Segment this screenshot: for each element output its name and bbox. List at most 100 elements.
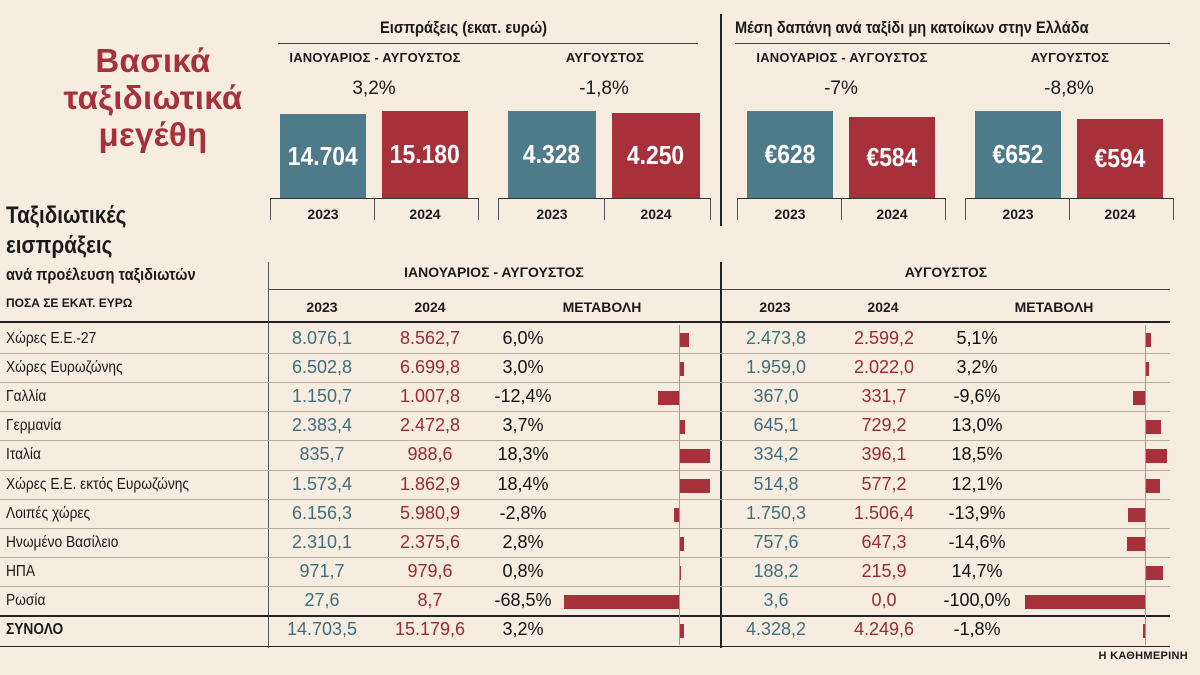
row-separator	[0, 470, 1170, 471]
value-2024-janaug: 1.862,9	[399, 474, 461, 494]
change-aug: 12,1%	[951, 474, 1003, 494]
value-2023-aug: 2.473,8	[745, 328, 807, 348]
change-bar-aug	[1145, 420, 1161, 434]
change-bar-aug	[1145, 333, 1151, 347]
panel-change-0: 3,2%	[352, 78, 396, 99]
value-2024-janaug: 15.179,6	[394, 619, 466, 639]
value-2023-aug: 188,2	[753, 561, 799, 581]
change-janaug: 3,0%	[502, 357, 544, 377]
change-bar-aug	[1025, 595, 1145, 609]
year-label: 2023	[307, 206, 339, 222]
value-2023-aug: 1.750,3	[745, 503, 807, 523]
period1-header: ΙΑΝΟΥΑΡΙΟΣ - ΑΥΓΟΥΣΤΟΣ	[404, 264, 584, 280]
value-2024-aug: 215,9	[861, 561, 907, 581]
change-aug: -9,6%	[953, 386, 1001, 406]
change-bar-janaug	[679, 624, 684, 638]
row-separator	[0, 586, 1170, 587]
panel-tick	[498, 198, 499, 220]
row-name: Χώρες Ε.Ε. εκτός Ευρωζώνης	[6, 476, 190, 493]
bar-label: €584	[866, 142, 918, 172]
col-2024-a: 2024	[414, 299, 446, 315]
row-name: ΗΠΑ	[6, 563, 36, 580]
year-label: 2023	[774, 206, 806, 222]
value-2023-janaug: 971,7	[299, 561, 345, 581]
change-aug: -100,0%	[943, 590, 1011, 610]
change-bar-janaug	[679, 420, 685, 434]
table-title: Ταξιδιωτικές εισπράξεις	[6, 201, 126, 261]
change-bar-aug	[1145, 449, 1167, 463]
bar-label: €652	[992, 139, 1044, 169]
change-bar-janaug	[564, 595, 679, 609]
value-2023-aug: 4.328,2	[745, 619, 807, 639]
value-2023-janaug: 8.076,1	[291, 328, 353, 348]
row-name: Ρωσία	[6, 592, 46, 609]
row-separator	[0, 440, 1170, 441]
value-2023-aug: 334,2	[753, 444, 799, 464]
value-2024-janaug: 8,7	[417, 590, 443, 610]
value-2023-aug: 367,0	[753, 386, 799, 406]
value-2023-janaug: 6.156,3	[291, 503, 353, 523]
change-janaug: 0,8%	[502, 561, 544, 581]
panel-change-3: -8,8%	[1044, 78, 1094, 99]
change-janaug: -12,4%	[494, 386, 552, 406]
row-name: Ιταλία	[6, 446, 41, 463]
value-2023-janaug: 1.573,4	[291, 474, 353, 494]
table-title-line2: εισπράξεις	[6, 232, 113, 259]
year-label: 2023	[1002, 206, 1034, 222]
table-subtitle: ανά προέλευση ταξιδιωτών	[6, 265, 196, 284]
panel-tick	[1173, 198, 1174, 220]
row-separator	[0, 382, 1170, 383]
value-2024-janaug: 1.007,8	[399, 386, 461, 406]
row-separator	[0, 411, 1170, 412]
row-separator	[0, 353, 1170, 354]
change-aug: 3,2%	[956, 357, 998, 377]
value-2024-janaug: 2.375,6	[399, 532, 461, 552]
bar-label: 14.704	[288, 140, 358, 171]
receipts-title-rule	[278, 43, 698, 44]
change-bar-janaug	[679, 479, 710, 493]
source-credit: Η ΚΑΘΗΜΕΡΙΝΗ	[1098, 650, 1188, 662]
spending-title: Μέση δαπάνη ανά ταξίδι μη κατοίκων στην …	[735, 18, 1089, 37]
panel-tick	[710, 198, 711, 220]
bar-receipts-0-2024: 15.180	[382, 111, 468, 198]
value-2024-janaug: 2.472,8	[399, 415, 461, 435]
panel-tick	[270, 198, 271, 220]
year-label: 2024	[640, 206, 672, 222]
name-col-divider	[268, 262, 269, 648]
value-2023-janaug: 2.310,1	[291, 532, 353, 552]
change-bar-aug	[1143, 624, 1145, 638]
change-bar-janaug	[679, 537, 684, 551]
value-2023-aug: 1.959,0	[745, 357, 807, 377]
header-rule	[0, 321, 1170, 323]
change-aug: -13,9%	[948, 503, 1006, 523]
value-2023-janaug: 27,6	[304, 590, 340, 610]
row-name: ΣΥΝΟΛΟ	[6, 621, 64, 638]
value-2023-aug: 3,6	[763, 590, 789, 610]
bar-label: 15.180	[390, 139, 460, 169]
change-aug: 14,7%	[951, 561, 1003, 581]
table-note: ΠΟΣΑ ΣΕ ΕΚΑΤ. ΕΥΡΩ	[6, 296, 133, 310]
panel-tick	[945, 198, 946, 220]
value-2024-janaug: 6.699,8	[399, 357, 461, 377]
col-2023-a: 2023	[306, 299, 338, 315]
table-bottom-rule	[0, 646, 1170, 647]
panel-change-1: -1,8%	[579, 78, 629, 99]
change-bar-aug	[1145, 362, 1149, 376]
period1-rule	[268, 289, 720, 290]
bar-label: €594	[1094, 143, 1146, 173]
value-2023-aug: 514,8	[753, 474, 799, 494]
change-bar-janaug	[679, 362, 684, 376]
receipts-title: Εισπράξεις (εκατ. ευρώ)	[380, 18, 548, 37]
year-label: 2023	[536, 206, 568, 222]
value-2024-janaug: 988,6	[407, 444, 453, 464]
change-bar-aug	[1127, 537, 1145, 551]
row-name: Γαλλία	[6, 388, 47, 405]
panel-period-3: ΑΥΓΟΥΣΤΟΣ	[1030, 50, 1110, 65]
value-2024-janaug: 8.562,7	[399, 328, 461, 348]
change-axis	[1145, 325, 1146, 645]
value-2023-janaug: 14.703,5	[286, 619, 358, 639]
row-separator	[0, 557, 1170, 558]
panel-period-1: ΑΥΓΟΥΣΤΟΣ	[565, 50, 645, 65]
year-label: 2024	[876, 206, 908, 222]
row-separator	[0, 615, 1170, 617]
